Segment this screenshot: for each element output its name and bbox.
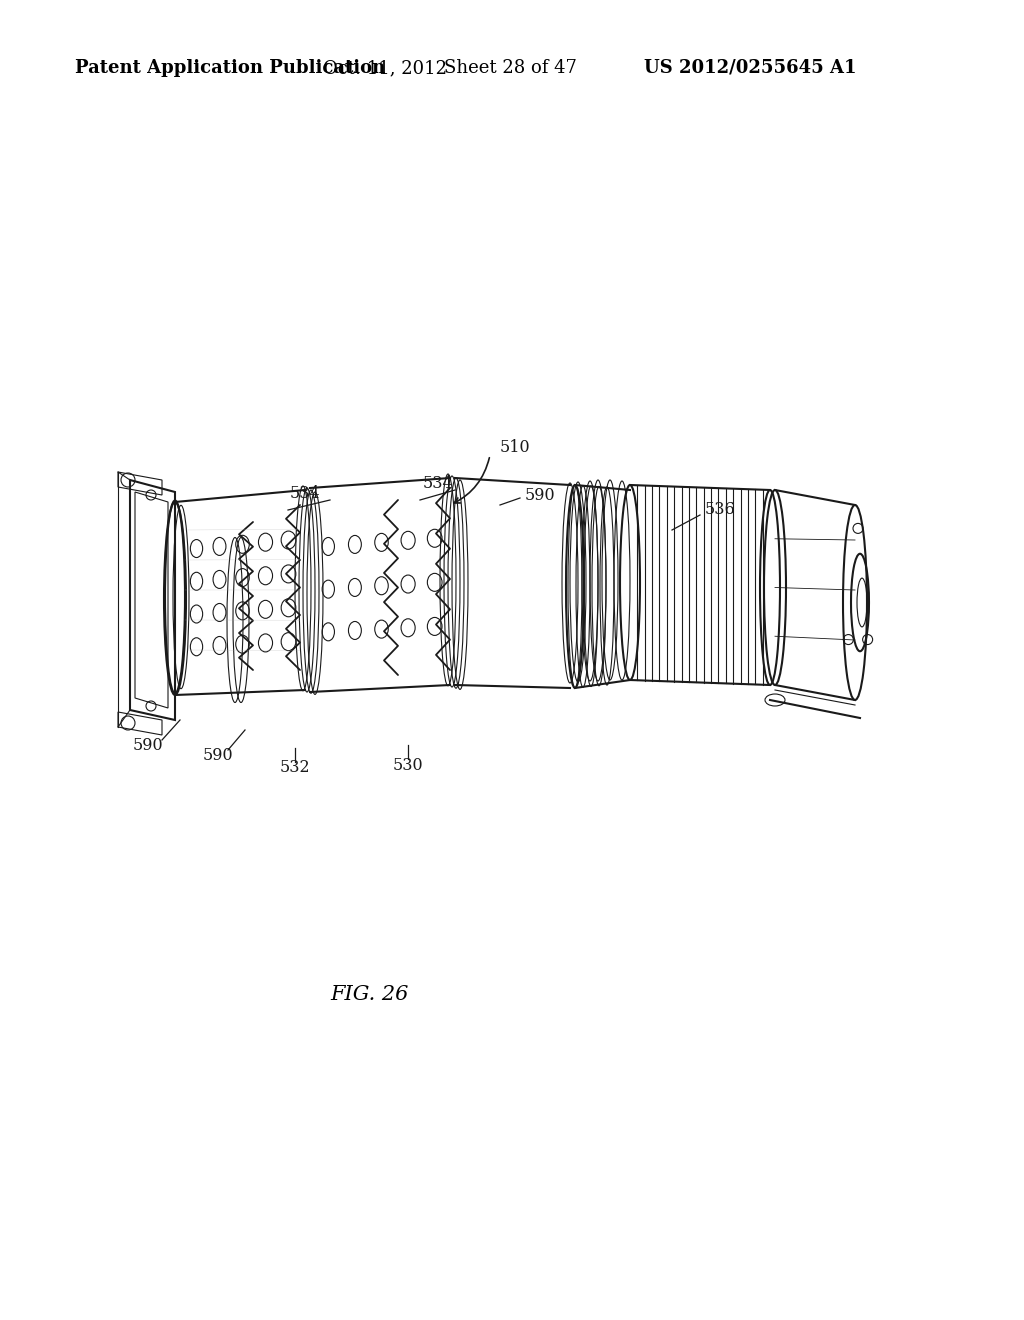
Text: 536: 536 <box>705 502 736 519</box>
Text: 534: 534 <box>290 486 321 503</box>
Text: 590: 590 <box>133 737 163 754</box>
Text: Oct. 11, 2012: Oct. 11, 2012 <box>323 59 447 77</box>
Text: Patent Application Publication: Patent Application Publication <box>75 59 385 77</box>
Text: 530: 530 <box>392 756 423 774</box>
Text: 590: 590 <box>525 487 556 503</box>
Text: Sheet 28 of 47: Sheet 28 of 47 <box>443 59 577 77</box>
Text: FIG. 26: FIG. 26 <box>331 986 410 1005</box>
Text: US 2012/0255645 A1: US 2012/0255645 A1 <box>644 59 856 77</box>
Text: 510: 510 <box>500 440 530 457</box>
Text: 532: 532 <box>280 759 310 776</box>
Text: 534: 534 <box>423 475 454 492</box>
Text: 590: 590 <box>203 747 233 763</box>
